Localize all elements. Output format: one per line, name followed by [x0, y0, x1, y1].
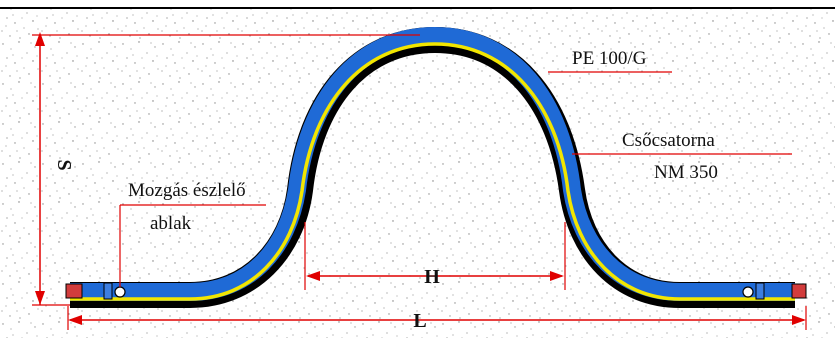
- pipe-stripe: [70, 42, 795, 301]
- dimension-l: [67, 306, 807, 330]
- dimension-h-label: H: [424, 266, 440, 288]
- dimension-l-label: L: [413, 310, 426, 332]
- left-end-cap: [65, 283, 83, 299]
- dimension-h: [304, 222, 566, 290]
- detection-window-label-line1: Mozgás észlelő: [128, 180, 246, 201]
- pipe-body: [70, 27, 795, 301]
- left-detection-window-icon: [114, 286, 126, 298]
- detection-window-label-line2: ablak: [150, 213, 192, 234]
- detection-window-leader: [119, 204, 266, 287]
- left-coupling: [103, 282, 113, 300]
- right-detection-window-icon: [742, 286, 754, 298]
- pipe-material-label: PE 100/G: [572, 48, 647, 69]
- dimension-s-label: S: [53, 159, 75, 170]
- right-end-cap: [791, 283, 807, 299]
- conduit-label-line1: Csőcsatorna: [622, 130, 715, 151]
- dimension-s: [32, 32, 420, 306]
- right-coupling: [755, 282, 765, 300]
- conduit-label-line2: NM 350: [654, 162, 718, 183]
- pipe-loop: [70, 27, 795, 308]
